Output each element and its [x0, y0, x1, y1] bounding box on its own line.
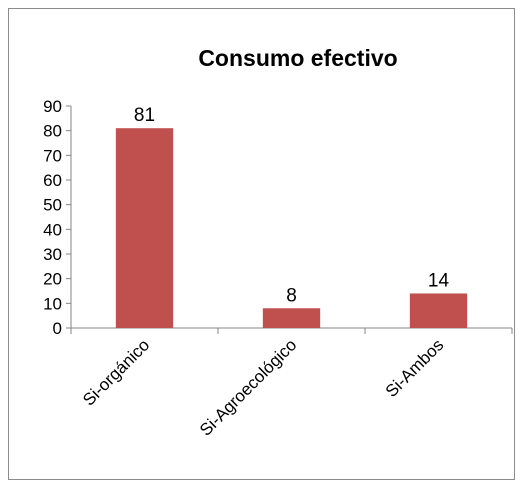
- y-tick-label: 60: [43, 171, 62, 190]
- category-label: Si-Agroecológico: [196, 335, 300, 439]
- category-label: Si-orgánico: [79, 335, 153, 409]
- y-tick-label: 0: [53, 319, 62, 338]
- bar: [262, 308, 321, 328]
- y-tick-label: 10: [43, 294, 62, 313]
- y-axis: 0 10 20 30 40 50 60 70 80 90: [43, 97, 72, 338]
- y-tick-label: 50: [43, 196, 62, 215]
- x-axis: [70, 327, 513, 334]
- y-tick-label: 20: [43, 270, 62, 289]
- bar: [115, 128, 174, 328]
- data-label: 81: [134, 105, 155, 126]
- y-tick-label: 40: [43, 220, 62, 239]
- y-tick-label: 80: [43, 122, 62, 141]
- data-label: 14: [428, 270, 450, 291]
- data-label: 8: [286, 285, 297, 306]
- y-tick-label: 90: [43, 97, 62, 116]
- y-tick-label: 30: [43, 245, 62, 264]
- category-labels: Si-orgánico Si-Agroecológico Si-Ambos: [79, 335, 447, 439]
- data-labels: 81 8 14: [134, 105, 450, 306]
- bar: [409, 293, 468, 328]
- chart-frame: [8, 8, 515, 480]
- chart-title: Consumo efectivo: [198, 45, 397, 71]
- bars: [115, 128, 468, 328]
- y-tick-label: 70: [43, 146, 62, 165]
- category-label: Si-Ambos: [382, 335, 448, 401]
